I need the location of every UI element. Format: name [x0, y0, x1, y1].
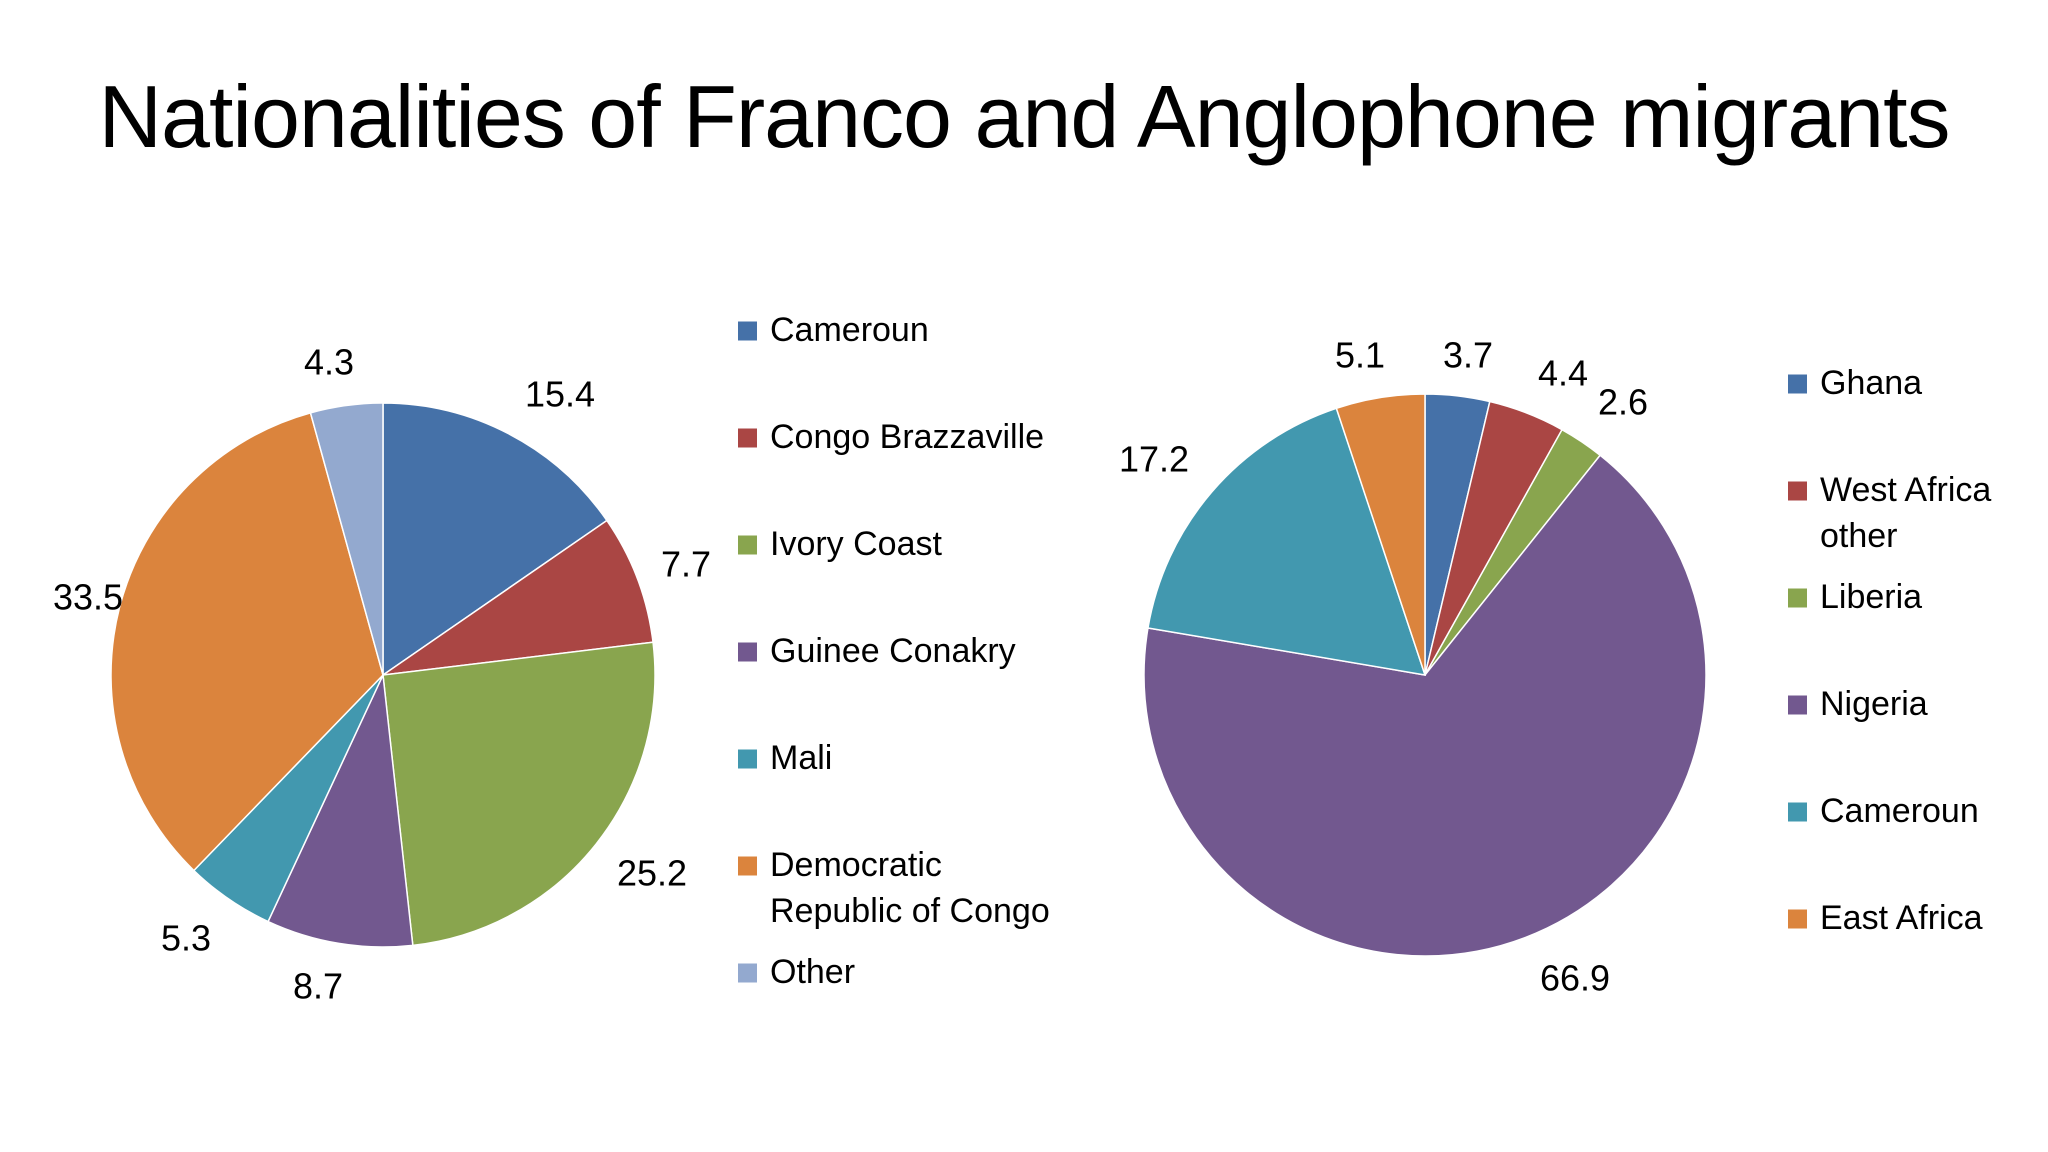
legend-swatch-nigeria	[1788, 695, 1807, 715]
legend-label-cameroun: Cameroun	[770, 311, 929, 349]
pie-slice-congo-brazzaville	[382, 519, 654, 676]
legend-label-liberia: Liberia	[1820, 578, 1922, 616]
pie-slice-ivory-coast	[382, 641, 656, 947]
legend-label-other: Other	[770, 953, 855, 991]
legend-swatch-liberia	[1788, 588, 1807, 608]
data-label-democratic-republic-of-congo: 33.5	[53, 577, 123, 618]
legend-label-east-africa: East Africa	[1820, 899, 1983, 937]
legend-label-democratic-republic-of-congo: Democratic	[770, 846, 942, 884]
data-label-west-africa-other: 4.4	[1538, 353, 1588, 394]
legend-label-guinee-conakry: Guinee Conakry	[770, 632, 1016, 670]
legend-swatch-ivory-coast	[738, 535, 757, 555]
data-label-cameroun: 17.2	[1119, 439, 1189, 480]
pie-slice-democratic-republic-of-congo	[110, 411, 384, 872]
legend-swatch-mali	[738, 749, 757, 769]
legend-swatch-guinee-conakry	[738, 642, 757, 662]
data-label-ivory-coast: 25.2	[617, 853, 687, 894]
legend-swatch-west-africa-other	[1788, 481, 1807, 501]
legend-label-democratic-republic-of-congo: Republic of Congo	[770, 892, 1050, 930]
data-label-cameroun: 15.4	[525, 374, 595, 415]
legend-label-mali: Mali	[770, 739, 832, 777]
pie-chart-francophone: 15.4 7.7 25.2 8.7 5.3 33.5 4.3 Cameroun Congo Br…	[53, 311, 1050, 1007]
pie-slice-cameroun	[382, 402, 608, 677]
data-label-liberia: 2.6	[1598, 382, 1648, 423]
pie-slice-cameroun	[1147, 407, 1427, 676]
pie-slice-other	[309, 402, 384, 676]
data-label-ghana: 3.7	[1443, 335, 1493, 376]
data-label-congo-brazzaville: 7.7	[661, 544, 711, 585]
legend-label-congo-brazzaville: Congo Brazzaville	[770, 418, 1044, 456]
legend-swatch-other	[738, 963, 757, 983]
pie-slice-guinee-conakry	[267, 672, 414, 948]
legend-swatch-congo-brazzaville	[738, 428, 757, 448]
data-label-mali: 5.3	[161, 918, 211, 959]
legend-label-cameroun: Cameroun	[1820, 792, 1979, 830]
legend-swatch-cameroun	[1788, 802, 1807, 822]
legend-swatch-democratic-republic-of-congo	[738, 856, 757, 876]
legend-label-ghana: Ghana	[1820, 364, 1922, 402]
pie-slice-east-africa	[1335, 393, 1426, 676]
data-label-east-africa: 5.1	[1335, 335, 1385, 376]
legend-label-nigeria: Nigeria	[1820, 685, 1928, 723]
data-label-other: 4.3	[304, 342, 354, 383]
legend-swatch-cameroun	[738, 321, 757, 341]
legend-label-west-africa-other: West Africa	[1820, 471, 1991, 509]
legend-swatch-east-africa	[1788, 909, 1807, 929]
data-label-guinee-conakry: 8.7	[293, 966, 343, 1007]
legend-label-west-africa-other: other	[1820, 517, 1898, 555]
pie-slice-nigeria	[1143, 454, 1707, 957]
slide-title: Nationalities of Franco and Anglophone m…	[98, 67, 1950, 166]
pie-chart-anglophone: 3.7 4.42.6 66.9 17.2 5.1 Ghana West Africa othe…	[1119, 335, 1991, 999]
legend-swatch-ghana	[1788, 374, 1807, 394]
legend-label-ivory-coast: Ivory Coast	[770, 525, 942, 563]
data-label-nigeria: 66.9	[1540, 958, 1610, 999]
